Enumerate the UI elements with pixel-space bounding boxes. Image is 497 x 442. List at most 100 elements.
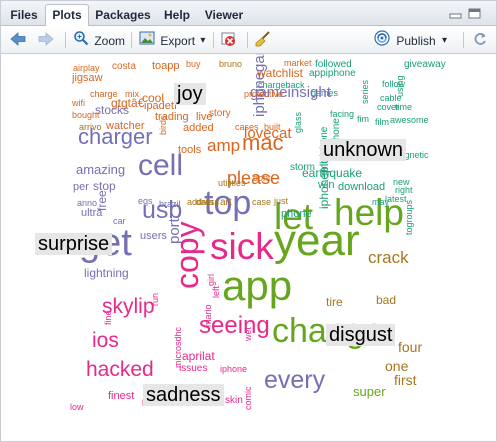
toolbar-separator [213, 32, 214, 48]
wordcloud-word: magnetic [392, 150, 429, 161]
wordcloud-word: arrivo [79, 122, 102, 133]
tab-packages[interactable]: Packages [95, 8, 151, 22]
emotion-label: joy [174, 83, 206, 105]
wordcloud-word: appiphone [309, 67, 356, 79]
plot-toolbar: Zoom Export ▾ Publish ▾ [1, 26, 496, 54]
wordcloud-word: skylip [102, 295, 155, 319]
broom-icon[interactable] [254, 30, 272, 50]
wordcloud-word: wifi [72, 98, 85, 109]
arrow-left-icon[interactable] [9, 30, 27, 50]
wordcloud-word: data [196, 197, 214, 208]
wordcloud-word: watcher [106, 119, 145, 132]
pane-tab-bar: Files Plots Packages Help Viewer [1, 1, 496, 26]
arrow-right-icon[interactable] [37, 30, 55, 50]
wordcloud-word: cell [138, 148, 184, 182]
wordcloud-word: charger [78, 124, 153, 150]
emotion-label: sadness [143, 384, 224, 406]
wordcloud-word: glass [293, 111, 303, 133]
wordcloud-word: costa [112, 60, 136, 72]
wordcloud-word: togroups [404, 199, 414, 235]
wordcloud-word: left [211, 285, 221, 298]
wordcloud-word: first [394, 372, 417, 389]
emotion-label: disgust [326, 324, 396, 346]
publish-button[interactable]: Publish ▾ [374, 30, 447, 50]
wordcloud-word: iphone [220, 364, 248, 375]
tab-help[interactable]: Help [163, 8, 190, 22]
wordcloud-word: seeing [199, 311, 270, 339]
chevron-down-icon: ▾ [200, 35, 206, 46]
wordcloud-word: stocks [95, 102, 130, 117]
wordcloud-word: app [222, 262, 293, 310]
wordcloud-word: users [140, 229, 167, 242]
zoom-button[interactable]: Zoom [73, 30, 125, 50]
wordcloud-word: film [375, 117, 389, 128]
wordcloud-word: series [360, 79, 370, 104]
chevron-down-icon: ▾ [442, 35, 448, 46]
wordcloud-word: mario [203, 304, 213, 327]
wordcloud-word: charge [90, 89, 118, 100]
wordcloud-word: copy [169, 221, 205, 290]
wordcloud-word: brazil [159, 199, 181, 210]
wordcloud-word: cover [377, 102, 400, 113]
export-button[interactable]: Export ▾ [139, 30, 205, 50]
wordcloud-word: story [209, 107, 231, 119]
remove-plot-icon[interactable] [220, 30, 238, 50]
wordcloud-word: games [311, 88, 339, 99]
wordcloud-word: skin [225, 394, 243, 406]
wordcloud-word: jigsaw [72, 71, 103, 84]
wordcloud-word: win [318, 178, 335, 191]
wordcloud-word: gameinsight [250, 84, 331, 102]
wordcloud-word: facing [330, 109, 355, 120]
wordcloud-word: case [252, 197, 272, 208]
wordcloud-word: amp [207, 135, 241, 155]
wordcloud-word: every [264, 365, 326, 394]
wordcloud-word: art [220, 196, 232, 208]
wordcloud-word: address [187, 197, 220, 208]
tab-plots[interactable]: Plots [45, 4, 89, 26]
wordcloud-word: cool [142, 90, 165, 105]
wordcloud-word: stop [93, 178, 116, 193]
toolbar-separator [65, 32, 66, 48]
wordcloud-word: bruno [219, 59, 243, 70]
wordcloud-word: help [334, 191, 404, 233]
tab-viewer[interactable]: Viewer [204, 8, 244, 22]
publish-label: Publish [396, 34, 436, 48]
wordcloud-word: storm [290, 161, 315, 173]
wordcloud-word: amazing [76, 161, 126, 177]
zoom-label: Zoom [94, 34, 126, 48]
wordcloud-word: bought [72, 110, 100, 121]
wordcloud-word: four [398, 339, 423, 356]
minimize-icon[interactable] [449, 7, 463, 19]
wordcloud-word: anno [77, 198, 98, 209]
wordcloud-word: mix [125, 89, 139, 100]
wordcloud-word: phone [281, 207, 312, 220]
wordcloud-word: time [395, 102, 413, 113]
wordcloud-word: live [196, 110, 213, 123]
wordcloud-word: awesome [390, 115, 429, 126]
wordcloud-word: super [353, 383, 386, 399]
wordcloud-word: ios [92, 329, 119, 353]
wordcloud-word: toapp [152, 59, 180, 72]
wordcloud-word: lightning [84, 265, 129, 280]
wordcloud-word: followed [315, 58, 352, 70]
wordcloud-word: tire [326, 294, 343, 309]
wordcloud-word: sick [210, 225, 274, 267]
wordcloud-word: protective [244, 89, 284, 100]
wordcloud-word: run [150, 292, 160, 306]
publish-icon [374, 30, 390, 52]
refresh-icon[interactable] [472, 30, 488, 50]
tab-files[interactable]: Files [10, 8, 38, 22]
wordcloud-word: fine [103, 310, 113, 325]
wordcloud-word: year [274, 215, 360, 265]
wordcloud-word: wet [243, 326, 253, 341]
wordcloud-word: fim [357, 114, 369, 125]
magnifier-icon [73, 30, 89, 52]
wordcloud-word: chargeback [258, 80, 305, 91]
wordcloud-word: mac [242, 130, 284, 156]
wordcloud-word: one [385, 358, 409, 375]
wordcloud-word: cable [380, 93, 402, 104]
maximize-icon[interactable] [468, 7, 482, 19]
toolbar-separator [131, 32, 132, 48]
wordcloud-word: hacked [86, 358, 154, 382]
wordcloud-word: top [204, 184, 252, 223]
